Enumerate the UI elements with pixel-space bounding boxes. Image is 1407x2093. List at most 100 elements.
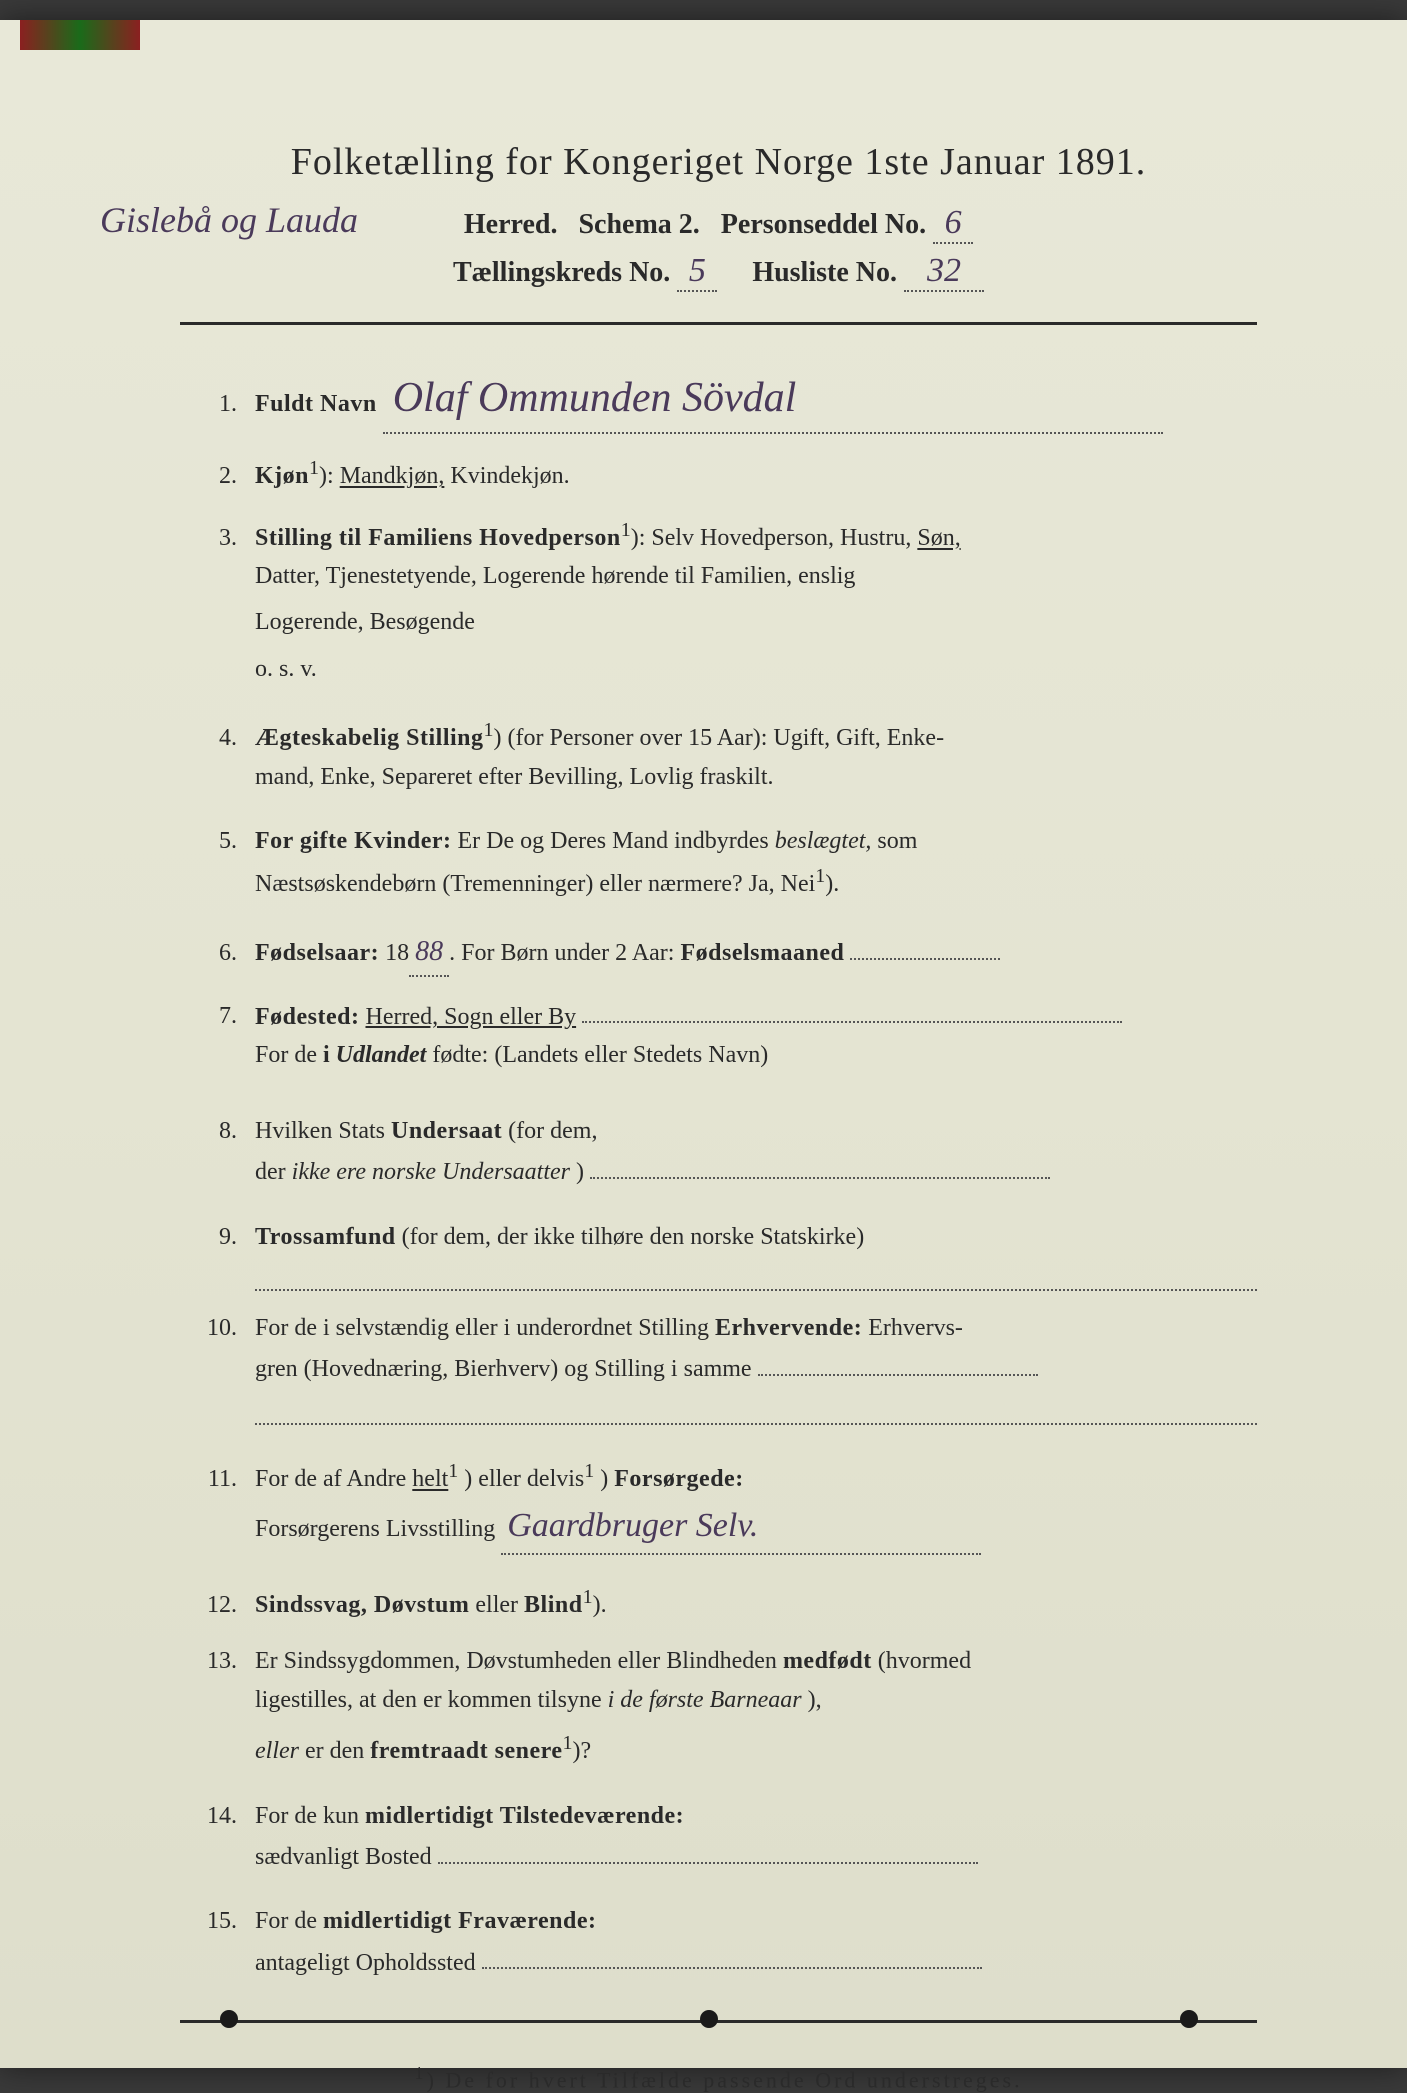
r15-l2: antageligt Opholdssted <box>255 1949 476 1975</box>
fodsel-label: Fødselsaar: <box>255 940 379 966</box>
r10-t1: For de i selvstændig eller i underordnet… <box>255 1315 715 1341</box>
midlfrav-label: midlertidigt Fraværende: <box>323 1908 597 1934</box>
corner-marker <box>20 20 140 50</box>
sup: 1 <box>448 1460 458 1482</box>
r3-line4: o. s. v. <box>255 650 1257 688</box>
row-4: 4. Ægteskabelig Stilling1) (for Personer… <box>200 714 1257 804</box>
row-2: 2. Kjøn1): Mandkjøn, Kvindekjøn. <box>200 452 1257 495</box>
r8-l2c: ) <box>576 1159 584 1185</box>
row-num: 6. <box>200 934 255 972</box>
form-body: 1. Fuldt Navn Olaf Ommunden Sövdal 2. Kj… <box>180 365 1257 1990</box>
r13-l2c: ), <box>808 1687 822 1713</box>
punch-hole <box>1180 2010 1198 2028</box>
fuldt-navn-value: Olaf Ommunden Sövdal <box>383 365 1163 434</box>
row-content: Fødselsaar: 1888. For Børn under 2 Aar: … <box>255 930 1257 977</box>
header-divider <box>180 322 1257 325</box>
fill <box>758 1347 1038 1376</box>
midltilst-label: midlertidigt Tilstedeværende: <box>365 1803 684 1829</box>
r13-l3a: eller <box>255 1738 299 1764</box>
r14-line2: sædvanligt Bosted <box>255 1835 1257 1876</box>
fill <box>255 1396 1257 1425</box>
medfodt-label: medfødt <box>783 1648 872 1674</box>
sup: 1 <box>584 1460 594 1482</box>
row-13: 13. Er Sindssygdommen, Døvstumheden elle… <box>200 1642 1257 1778</box>
aegt-label: Ægteskabelig Stilling <box>255 725 484 751</box>
tail: Er De og Deres Mand indbyrdes <box>458 828 775 854</box>
herred-label: Herred. <box>464 209 558 240</box>
tail: Herred, Sogn eller By <box>365 1003 576 1029</box>
r13-line3: eller er den fremtraadt senere1)? <box>255 1727 1257 1770</box>
tail: (for dem, der ikke tilhøre den norske St… <box>402 1224 865 1250</box>
tail: ): <box>319 463 340 489</box>
row-8: 8. Hvilken Stats Undersaat (for dem, der… <box>200 1112 1257 1200</box>
r7-line2: For de i Udlandet fødte: (Landets eller … <box>255 1036 1257 1074</box>
r8-l2b: ikke ere norske Undersaatter <box>292 1159 570 1185</box>
row-6: 6. Fødselsaar: 1888. For Børn under 2 Aa… <box>200 930 1257 977</box>
schema-label: Schema 2. <box>578 209 699 240</box>
fodested-label: Fødested: <box>255 1003 359 1029</box>
r12-text: eller <box>475 1592 524 1618</box>
taellingskreds-label: Tællingskreds No. <box>453 257 670 288</box>
row-content: Hvilken Stats Undersaat (for dem, der ik… <box>255 1112 1257 1200</box>
row-num: 4. <box>200 719 255 757</box>
r10-line2: gren (Hovednæring, Bierhverv) og Stillin… <box>255 1347 1257 1388</box>
r13-l3b: er den <box>305 1738 370 1764</box>
fill <box>482 1941 982 1970</box>
sup: 1 <box>815 865 825 887</box>
r11-t1: For de af Andre <box>255 1466 412 1492</box>
r14-t1: For de kun <box>255 1803 365 1829</box>
r13-l3c: fremtraadt senere <box>370 1738 562 1764</box>
sup: 1 <box>621 519 631 541</box>
r3-line3: Logerende, Besøgende <box>255 603 1257 641</box>
blind-label: Blind <box>524 1592 583 1618</box>
tail: ): Selv Hovedperson, Hustru, <box>631 525 918 551</box>
row-14: 14. For de kun midlertidigt Tilstedevære… <box>200 1797 1257 1885</box>
row-num: 9. <box>200 1218 255 1256</box>
erhverv-label: Erhvervende: <box>715 1315 862 1341</box>
row-content: Sindssvag, Døvstum eller Blind1). <box>255 1581 1257 1624</box>
gifte-label: For gifte Kvinder: <box>255 828 452 854</box>
row-content: For de kun midlertidigt Tilstedeværende:… <box>255 1797 1257 1885</box>
taellingskreds-no: 5 <box>677 252 717 292</box>
kjon-label: Kjøn <box>255 463 309 489</box>
row-1: 1. Fuldt Navn Olaf Ommunden Sövdal <box>200 365 1257 434</box>
r5-line2a: Næstsøskendebørn (Tremenninger) eller næ… <box>255 871 815 897</box>
row-7: 7. Fødested: Herred, Sogn eller By For d… <box>200 995 1257 1083</box>
row-content: Ægteskabelig Stilling1) (for Personer ov… <box>255 714 1257 804</box>
husliste-label: Husliste No. <box>752 257 897 288</box>
personseddel-label: Personseddel No. <box>721 209 926 240</box>
r7-l2c: Udlandet <box>336 1042 427 1068</box>
fill <box>850 931 1000 960</box>
r14-l2: sædvanligt Bosted <box>255 1844 432 1870</box>
tail: ). <box>593 1592 607 1618</box>
fuldt-navn-label: Fuldt Navn <box>255 391 377 417</box>
year-hw: 88 <box>409 930 449 977</box>
r13-t2: (hvormed <box>878 1648 971 1674</box>
r11-value-hw: Gaardbruger Selv. <box>501 1499 981 1555</box>
r11-l2: Forsørgerens Livsstilling <box>255 1516 495 1542</box>
undersaat-label: Undersaat <box>391 1118 502 1144</box>
sup: 1 <box>583 1586 593 1608</box>
row-num: 2. <box>200 457 255 495</box>
tail: ) (for Personer over 15 Aar): Ugift, Gif… <box>494 725 945 751</box>
subtitle-row-2: Tællingskreds No. 5 Husliste No. 32 <box>180 252 1257 292</box>
row-num: 13. <box>200 1642 255 1680</box>
prefix: 18 <box>385 940 409 966</box>
row-9: 9. Trossamfund (for dem, der ikke tilhør… <box>200 1218 1257 1291</box>
sup: 1 <box>309 457 319 479</box>
tail: . For Børn under 2 Aar: <box>449 940 680 966</box>
r7-l2b: i <box>323 1042 336 1068</box>
row-num: 1. <box>200 385 255 423</box>
row-num: 5. <box>200 822 255 860</box>
row-num: 7. <box>200 997 255 1035</box>
tros-label: Trossamfund <box>255 1224 396 1250</box>
row-num: 14. <box>200 1797 255 1835</box>
r10-l2: gren (Hovednæring, Bierhverv) og Stillin… <box>255 1356 752 1382</box>
row-content: For de af Andre helt1 ) eller delvis1 ) … <box>255 1455 1257 1563</box>
main-title: Folketælling for Kongeriget Norge 1ste J… <box>180 140 1257 184</box>
row-num: 12. <box>200 1586 255 1624</box>
husliste-no: 32 <box>904 252 984 292</box>
r11-t3: ) <box>600 1466 614 1492</box>
mandkjon: Mandkjøn, <box>340 463 445 489</box>
form-header: Folketælling for Kongeriget Norge 1ste J… <box>180 140 1257 292</box>
